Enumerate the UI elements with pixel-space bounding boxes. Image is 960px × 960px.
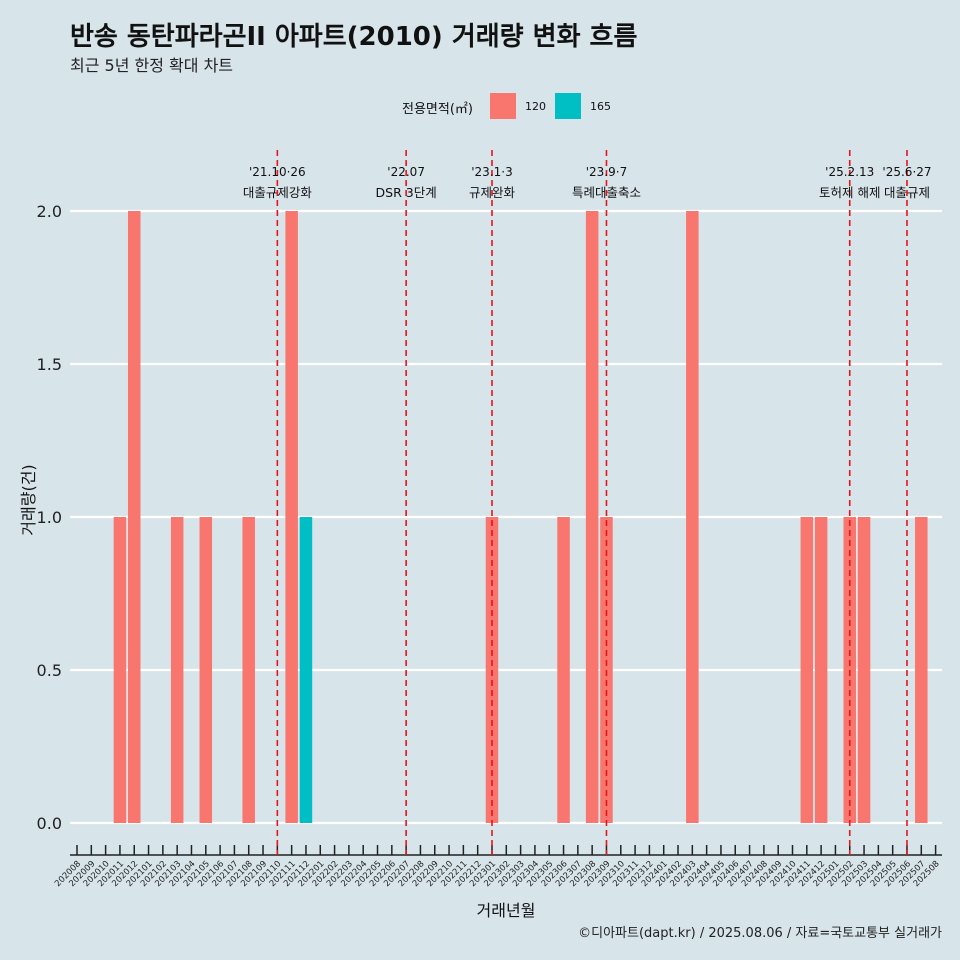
event-label: DSR 3단계 bbox=[376, 185, 437, 200]
event-label: 특례대출축소 bbox=[572, 185, 641, 200]
event-label: 대출규제강화 bbox=[243, 185, 313, 200]
y-tick-label: 1.0 bbox=[37, 508, 62, 527]
y-tick-label: 0.5 bbox=[37, 661, 62, 680]
legend-label-120: 120 bbox=[525, 100, 546, 113]
event-label: 대출규제 bbox=[884, 185, 930, 200]
chart-subtitle: 최근 5년 한정 확대 차트 bbox=[70, 56, 234, 75]
x-axis-title: 거래년월 bbox=[477, 901, 536, 920]
event-label: 규제완화 bbox=[469, 185, 516, 200]
bar-120-202306 bbox=[557, 517, 570, 823]
legend-key-165 bbox=[555, 93, 581, 119]
chart-title: 반송 동탄파라곤II 아파트(2010) 거래량 변화 흐름 bbox=[70, 22, 638, 52]
bar-120-202507 bbox=[915, 517, 928, 823]
event-date: '23.1·3 bbox=[471, 165, 512, 179]
bar-120-202105 bbox=[199, 517, 213, 823]
bar-120-202412 bbox=[814, 517, 828, 823]
legend-label-165: 165 bbox=[590, 100, 611, 113]
y-tick-label: 1.5 bbox=[37, 355, 62, 374]
legend-title: 전용면적(㎡) bbox=[402, 102, 473, 117]
y-axis-title: 거래량(건) bbox=[19, 464, 38, 535]
event-date: '25.2.13 bbox=[825, 165, 874, 179]
event-label: 토허제 해제 bbox=[819, 185, 880, 200]
bar-120-202108 bbox=[242, 517, 255, 823]
bar-120-202503 bbox=[857, 517, 871, 823]
bar-120-202103 bbox=[170, 517, 184, 823]
bar-120-202403 bbox=[686, 211, 699, 823]
y-tick-label: 2.0 bbox=[37, 202, 62, 221]
bar-120-202012 bbox=[127, 211, 141, 823]
bar-120-202411 bbox=[800, 517, 814, 823]
bar-120-202011 bbox=[113, 517, 127, 823]
bar-165-202112 bbox=[299, 517, 313, 823]
event-date: '23.9·7 bbox=[586, 165, 627, 179]
event-date: '22.07 bbox=[387, 165, 425, 179]
bar-120-202111 bbox=[285, 211, 298, 823]
source-caption: ©디아파트(dapt.kr) / 2025.08.06 / 자료=국토교통부 실… bbox=[578, 926, 942, 941]
event-date: '21.10·26 bbox=[249, 165, 306, 179]
legend: 전용면적(㎡) 120 165 bbox=[0, 92, 960, 122]
legend-key-120 bbox=[490, 93, 516, 119]
y-tick-label: 0.0 bbox=[37, 814, 62, 833]
bar-120-202308 bbox=[585, 211, 599, 823]
event-date: '25.6·27 bbox=[882, 165, 931, 179]
